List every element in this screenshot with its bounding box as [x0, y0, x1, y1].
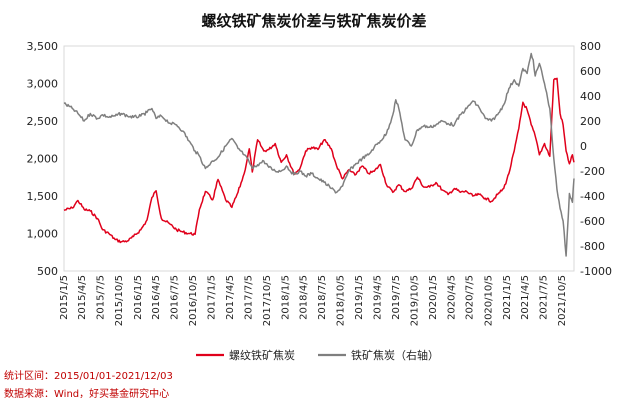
x-tick-label: 2015/4/5: [77, 275, 88, 320]
right-tick-label: 800: [580, 40, 601, 53]
left-tick-label: 1,500: [27, 190, 59, 203]
right-tick-label: -800: [580, 240, 605, 253]
x-tick-label: 2017/4/5: [225, 275, 236, 320]
right-tick-label: 0: [580, 140, 587, 153]
left-axis-ticks: 500 1,000 1,500 2,000 2,500 3,000 3,500: [27, 40, 59, 278]
legend: 螺纹铁矿焦炭 铁矿焦炭（右轴）: [196, 348, 439, 362]
x-tick-label: 2016/4/5: [151, 275, 162, 320]
right-tick-label: 400: [580, 90, 601, 103]
right-tick-label: 600: [580, 65, 601, 78]
plot-area: [63, 45, 575, 272]
x-tick-label: 2021/4/5: [520, 275, 531, 320]
series-line-iron-ore: [63, 52, 575, 257]
left-tick-label: 3,000: [27, 78, 59, 91]
x-tick-label: 2017/7/5: [243, 275, 254, 320]
left-tick-label: 500: [37, 265, 58, 278]
right-tick-label: -200: [580, 165, 605, 178]
x-tick-label: 2021/1/5: [502, 275, 513, 320]
x-tick-label: 2017/10/5: [262, 275, 273, 326]
right-tick-label: -600: [580, 215, 605, 228]
footer-range: 统计区间：2015/01/01-2021/12/03: [4, 371, 173, 382]
x-tick-label: 2020/1/5: [428, 275, 439, 320]
x-tick-label: 2015/7/5: [96, 275, 107, 320]
series-layer: [63, 52, 575, 257]
x-tick-label: 2016/7/5: [170, 275, 181, 320]
x-tick-label: 2015/10/5: [114, 275, 125, 326]
x-tick-label: 2018/4/5: [299, 275, 310, 320]
x-tick-label: 2018/10/5: [336, 275, 347, 326]
x-tick-label: 2016/1/5: [133, 275, 144, 320]
left-tick-label: 3,500: [27, 40, 59, 53]
legend-label-rebar: 螺纹铁矿焦炭: [229, 348, 295, 362]
footer-source: 数据来源：Wind，好买基金研究中心: [4, 389, 170, 400]
chart-title: 螺纹铁矿焦炭价差与铁矿焦炭价差: [201, 12, 426, 30]
right-axis-ticks: -1000 -800 -600 -400 -200 0 200 400 600 800: [580, 40, 612, 278]
x-tick-label: 2021/10/5: [557, 275, 568, 326]
x-tick-label: 2018/1/5: [280, 275, 291, 320]
x-tick-label: 2020/10/5: [483, 275, 494, 326]
x-tick-label: 2015/1/5: [59, 275, 70, 320]
x-tick-label: 2019/4/5: [372, 275, 383, 320]
x-tick-label: 2020/7/5: [465, 275, 476, 320]
x-tick-label: 2021/7/5: [538, 275, 549, 320]
x-tick-label: 2018/7/5: [317, 275, 328, 320]
x-tick-label: 2016/10/5: [188, 275, 199, 326]
right-tick-label: -400: [580, 190, 605, 203]
x-tick-label: 2019/1/5: [354, 275, 365, 320]
legend-label-iron-ore: 铁矿焦炭（右轴）: [351, 348, 439, 362]
x-tick-label: 2019/10/5: [409, 275, 420, 326]
x-axis-ticks: 2015/1/5 2015/4/5 2015/7/5 2015/10/5 2016/1/…: [59, 275, 568, 326]
right-tick-label: -1000: [580, 265, 612, 278]
series-line-rebar: [63, 77, 575, 244]
x-tick-label: 2017/1/5: [207, 275, 218, 320]
x-tick-label: 2020/4/5: [446, 275, 457, 320]
right-tick-label: 200: [580, 115, 601, 128]
left-tick-label: 2,000: [27, 153, 59, 166]
left-tick-label: 1,000: [27, 228, 59, 241]
left-tick-label: 2,500: [27, 115, 59, 128]
x-tick-label: 2019/7/5: [391, 275, 402, 320]
